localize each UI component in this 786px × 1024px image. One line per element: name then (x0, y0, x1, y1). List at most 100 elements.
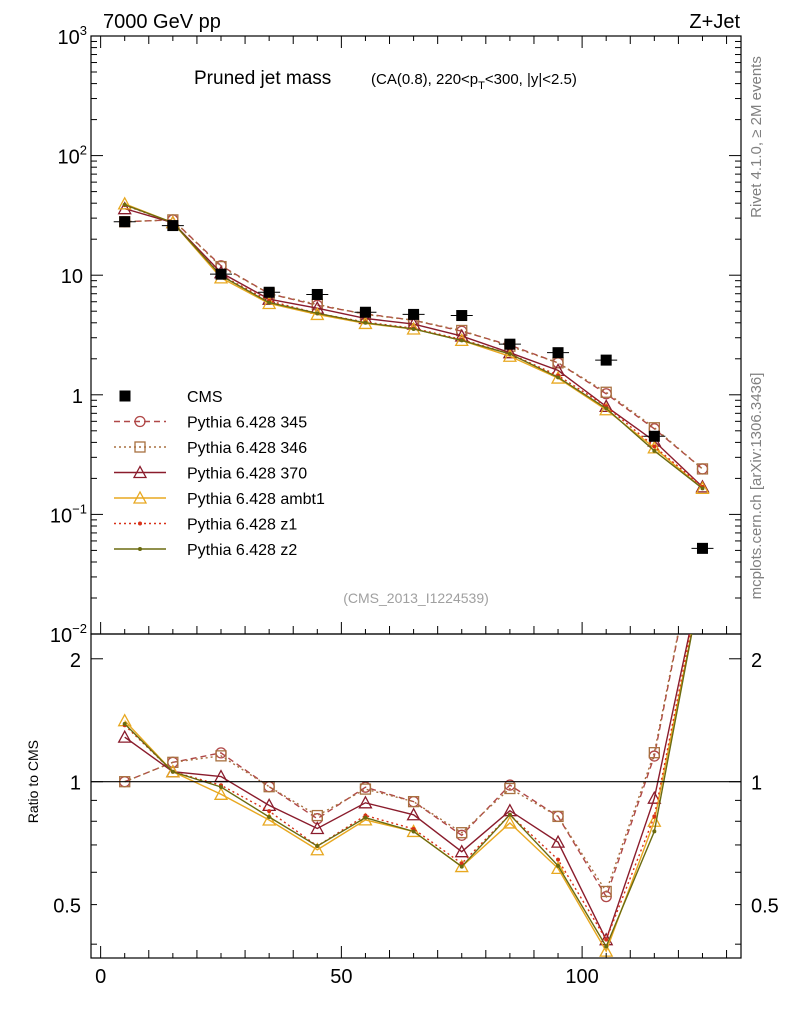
ratio-point-0 (263, 781, 275, 793)
tick-base: 10 (58, 147, 80, 169)
ratio-point-2 (550, 834, 566, 848)
legend-label-3: Pythia 6.428 ambt1 (187, 491, 325, 508)
ratio-point-5 (604, 944, 609, 949)
chart-subtitle: (CA(0.8), 220<pT<300, |y|<2.5) (371, 71, 577, 92)
ratio-point-5 (700, 575, 704, 579)
ratio-y-tick-label-right: 0.5 (751, 896, 779, 918)
series-point-5 (604, 406, 609, 411)
ratio-point-1 (359, 783, 372, 795)
data-point (119, 216, 131, 228)
subtitle-pre: (CA(0.8), 220<p (371, 71, 478, 88)
main-y-tick-label: 10 (61, 266, 83, 288)
ratio-y-tick-label: 0.5 (53, 896, 81, 918)
ratio-line-4 (124, 634, 691, 942)
ratio-series-layer (117, 505, 708, 957)
legend-label-1: Pythia 6.428 346 (187, 440, 307, 457)
ratio-point-5 (507, 812, 512, 817)
legend-label-data: CMS (187, 389, 223, 406)
legend-marker-3 (132, 490, 148, 504)
data-point (552, 347, 564, 359)
series-point-3 (117, 196, 132, 210)
ratio-point-4 (604, 937, 609, 942)
series-point-5 (652, 448, 657, 453)
main-y-tick-label: 10−2 (50, 621, 87, 647)
ratio-point-3 (647, 813, 662, 827)
ratio-point-5 (556, 863, 561, 868)
ratio-y-tick-label-right: 2 (751, 650, 762, 672)
tick-base: 1 (72, 386, 83, 408)
series-point-5 (267, 300, 272, 305)
x-tick-label: 100 (565, 966, 598, 988)
ratio-point-3 (310, 842, 325, 856)
legend: CMS Pythia 6.428 345 Pythia 6.428 346 Pythi… (114, 389, 325, 559)
data-point (696, 542, 708, 554)
ratio-point-3 (454, 859, 469, 873)
ratio-y-tick-label: 1 (70, 773, 81, 795)
ratio-point-5 (459, 864, 464, 869)
ratio-point-1 (167, 756, 179, 768)
ratio-point-1 (697, 505, 707, 515)
x-tick-label: 50 (330, 966, 352, 988)
ratio-point-5 (363, 815, 368, 820)
chart-title: Pruned jet mass (194, 68, 331, 89)
ratio-frame (90, 633, 742, 959)
header-process-label: Z+Jet (689, 11, 740, 33)
ratio-point-3 (502, 815, 517, 829)
ratio-point-1 (311, 809, 323, 822)
series-point-3 (695, 481, 710, 495)
ratio-point-5 (267, 815, 272, 820)
tick-exponent: 2 (80, 143, 87, 158)
series-point-5 (459, 338, 464, 343)
tick-exponent: −2 (72, 621, 87, 636)
tick-exponent: 3 (80, 23, 87, 38)
ratio-line-0 (124, 634, 679, 899)
series-point-5 (363, 320, 368, 325)
ratio-point-0 (697, 505, 707, 515)
ratio-point-4 (267, 809, 272, 814)
ratio-y-tick-label-right: 1 (751, 773, 762, 795)
ratio-point-1 (215, 750, 227, 762)
header-energy-label: 7000 GeV pp (103, 11, 221, 33)
main-y-tick-label: 10−1 (50, 501, 87, 527)
data-point (215, 268, 227, 280)
main-y-tick-label: 102 (58, 143, 87, 169)
ratio-line-1 (124, 634, 679, 894)
data-point (648, 430, 660, 442)
legend-marker-data (119, 390, 131, 402)
series-point-4 (652, 444, 657, 449)
ratio-point-3 (696, 571, 708, 582)
series-point-3 (599, 402, 614, 416)
ratio-point-2 (310, 821, 325, 835)
mcplots-label: mcplots.cern.ch [arXiv:1306.3436] (748, 373, 765, 600)
data-point (504, 338, 516, 350)
ratio-point-5 (170, 769, 175, 774)
series-point-2 (502, 345, 517, 359)
ratio-panel (90, 633, 742, 959)
data-point (263, 286, 275, 298)
ratio-point-1 (552, 810, 564, 823)
ratio-clip-group (117, 505, 708, 957)
series-point-0 (552, 357, 564, 369)
main-series-layer (113, 196, 714, 554)
ratio-point-5 (219, 784, 223, 789)
ratio-point-2 (696, 566, 708, 577)
tick-base: 10 (58, 27, 80, 49)
subtitle-post: <300, |y|<2.5) (485, 71, 577, 88)
x-tick-label: 0 (95, 966, 106, 988)
main-y-tick-label: 1 (72, 386, 83, 408)
ratio-point-4 (700, 570, 704, 574)
legend-marker-2 (132, 465, 148, 479)
ratio-point-5 (411, 829, 416, 834)
data-point (359, 306, 371, 318)
ratio-point-3 (165, 764, 180, 778)
ratio-point-2 (454, 844, 469, 858)
ratio-y-tick-label: 2 (70, 650, 81, 672)
ratio-point-2 (358, 795, 373, 809)
ratio-point-1 (504, 782, 516, 795)
data-point (311, 288, 323, 300)
ratio-point-3 (550, 861, 566, 875)
ratio-point-5 (315, 844, 320, 849)
analysis-tag: (CMS_2013_I1224539) (343, 590, 489, 606)
